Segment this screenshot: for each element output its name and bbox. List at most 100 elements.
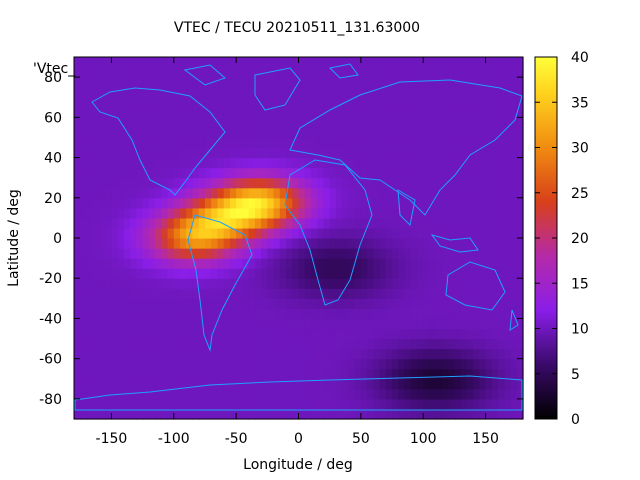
- heatmap-cell: [223, 127, 231, 139]
- heatmap-cell: [348, 97, 356, 108]
- heatmap-cell: [292, 368, 300, 380]
- heatmap-cell: [360, 67, 368, 78]
- heatmap-cell: [74, 167, 81, 179]
- heatmap-cell: [410, 137, 418, 149]
- heatmap-cell: [248, 207, 256, 219]
- heatmap-cell: [292, 187, 300, 199]
- heatmap-cell: [404, 97, 412, 108]
- heatmap-cell: [98, 197, 106, 209]
- heatmap-cell: [192, 398, 200, 410]
- heatmap-cell: [304, 157, 312, 169]
- heatmap-cell: [460, 378, 468, 390]
- heatmap-cell: [261, 97, 268, 108]
- heatmap-cell: [367, 268, 374, 279]
- heatmap-cell: [248, 298, 256, 309]
- heatmap-cell: [117, 278, 125, 289]
- heatmap-cell: [310, 348, 318, 360]
- heatmap-cell: [92, 167, 100, 179]
- heatmap-cell: [392, 97, 399, 108]
- heatmap-cell: [98, 97, 106, 108]
- heatmap-cell: [335, 77, 343, 88]
- heatmap-cell: [423, 238, 431, 249]
- heatmap-cell: [491, 318, 499, 330]
- heatmap-cell: [485, 398, 493, 410]
- heatmap-cell: [267, 147, 275, 159]
- heatmap-cell: [136, 328, 144, 340]
- heatmap-cell: [416, 137, 424, 149]
- heatmap-cell: [173, 157, 181, 169]
- heatmap-cell: [105, 268, 113, 279]
- heatmap-cell: [223, 248, 231, 259]
- heatmap-cell: [236, 248, 243, 259]
- heatmap-cell: [279, 278, 287, 289]
- heatmap-cell: [416, 278, 424, 289]
- heatmap-cell: [448, 368, 456, 380]
- heatmap-cell: [86, 398, 94, 410]
- heatmap-cell: [192, 238, 200, 249]
- heatmap-cell: [360, 167, 368, 179]
- heatmap-cell: [342, 87, 349, 98]
- heatmap-cell: [148, 278, 156, 289]
- heatmap-cell: [180, 217, 187, 229]
- heatmap-cell: [267, 358, 275, 370]
- heatmap-cell: [86, 368, 94, 380]
- heatmap-cell: [298, 348, 306, 360]
- heatmap-cell: [105, 197, 113, 209]
- heatmap-cell: [398, 177, 406, 189]
- heatmap-cell: [267, 258, 275, 269]
- heatmap-cell: [423, 137, 431, 149]
- heatmap-cell: [510, 348, 518, 360]
- heatmap-cell: [173, 207, 181, 219]
- heatmap-cell: [335, 318, 343, 330]
- heatmap-cell: [242, 157, 250, 169]
- heatmap-cell: [460, 137, 468, 149]
- heatmap-cell: [186, 197, 194, 209]
- heatmap-cell: [298, 107, 306, 118]
- heatmap-cell: [367, 177, 374, 189]
- heatmap-cell: [211, 217, 219, 229]
- heatmap-cell: [155, 147, 162, 159]
- heatmap-cell: [454, 157, 462, 169]
- heatmap-cell: [466, 328, 474, 340]
- heatmap-cell: [398, 57, 406, 68]
- heatmap-cell: [392, 278, 399, 289]
- heatmap-cell: [223, 167, 231, 179]
- heatmap-cell: [510, 127, 518, 139]
- heatmap-cell: [223, 97, 231, 108]
- heatmap-cell: [105, 398, 113, 410]
- heatmap-cell: [211, 147, 219, 159]
- heatmap-cell: [117, 87, 125, 98]
- heatmap-cell: [373, 268, 381, 279]
- heatmap-cell: [448, 177, 456, 189]
- heatmap-cell: [267, 57, 275, 68]
- heatmap-cell: [167, 187, 175, 199]
- heatmap-cell: [498, 87, 505, 98]
- heatmap-cell: [123, 207, 131, 219]
- heatmap-cell: [335, 248, 343, 259]
- heatmap-cell: [429, 338, 437, 350]
- heatmap-cell: [242, 358, 250, 370]
- heatmap-cell: [429, 147, 437, 159]
- heatmap-cell: [142, 278, 150, 289]
- heatmap-cell: [510, 137, 518, 149]
- heatmap-cell: [410, 117, 418, 128]
- heatmap-cell: [404, 348, 412, 360]
- heatmap-cell: [267, 187, 275, 199]
- heatmap-cell: [385, 57, 393, 68]
- heatmap-cell: [86, 187, 94, 199]
- heatmap-cell: [261, 77, 268, 88]
- heatmap-cell: [279, 318, 287, 330]
- heatmap-cell: [367, 278, 374, 289]
- heatmap-cell: [354, 288, 362, 299]
- heatmap-cell: [248, 97, 256, 108]
- heatmap-cell: [229, 338, 237, 350]
- heatmap-cell: [466, 358, 474, 370]
- heatmap-cell: [105, 248, 113, 259]
- heatmap-cell: [155, 217, 162, 229]
- heatmap-cell: [454, 137, 462, 149]
- heatmap-cell: [136, 77, 144, 88]
- heatmap-cell: [504, 147, 512, 159]
- heatmap-cell: [161, 217, 169, 229]
- heatmap-cell: [192, 358, 200, 370]
